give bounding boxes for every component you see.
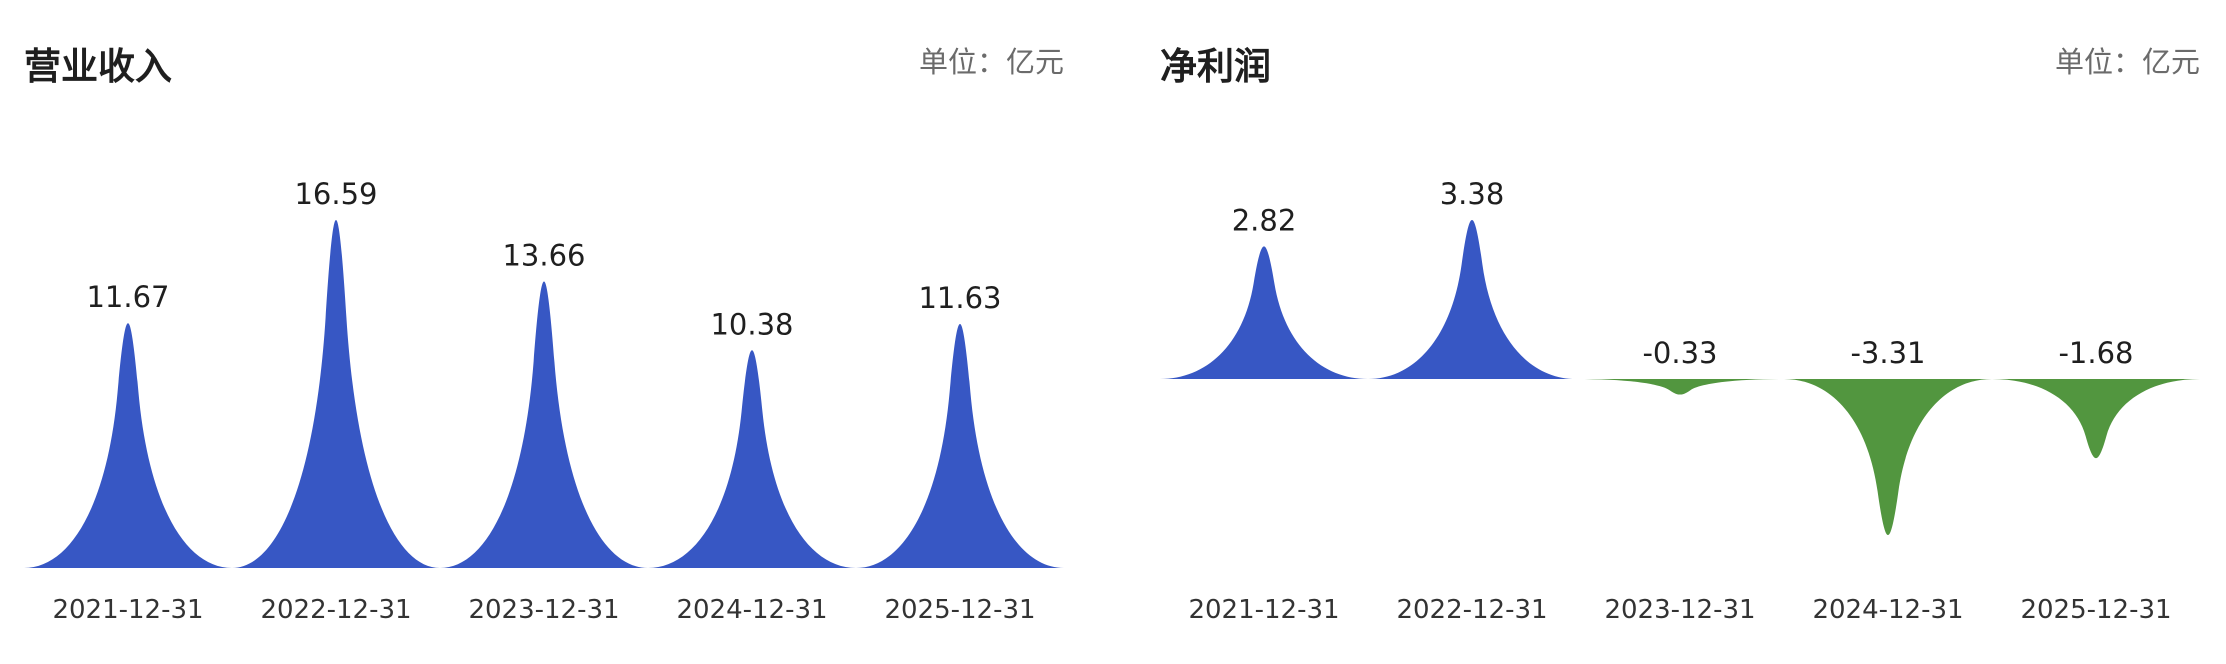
data-label: 10.38 (710, 307, 793, 341)
data-label: -3.31 (1850, 336, 1925, 370)
x-tick-label: 2022-12-31 (1396, 595, 1547, 625)
data-label: 11.63 (918, 281, 1001, 315)
revenue-chart-title: 营业收入 (24, 45, 172, 88)
x-tick-label: 2024-12-31 (676, 595, 827, 625)
data-label: 2.82 (1232, 203, 1297, 237)
net-profit-chart-plot: 2.82 2021-12-31 3.38 2022-12-31 -0.33 2023-12… (1160, 177, 2200, 625)
area-peak (1160, 246, 1368, 379)
area-peak (1368, 220, 1576, 379)
x-tick-label: 2021-12-31 (1188, 595, 1339, 625)
area-peak (440, 281, 648, 568)
net-profit-unit-label: 单位：亿元 (2054, 45, 2200, 79)
area-peak (232, 220, 440, 568)
data-label: -0.33 (1642, 336, 1717, 370)
revenue-chart-plot: 11.67 2021-12-31 16.59 2022-12-31 13.66 2023-… (24, 177, 1064, 625)
area-peak (24, 323, 232, 568)
x-tick-label: 2025-12-31 (2020, 595, 2171, 625)
x-tick-label: 2024-12-31 (1812, 595, 1963, 625)
data-label: -1.68 (2058, 336, 2133, 370)
area-peak (856, 324, 1064, 568)
x-tick-label: 2023-12-31 (468, 595, 619, 625)
data-label: 13.66 (502, 238, 585, 272)
net-profit-chart-title: 净利润 (1160, 45, 1271, 88)
data-label: 16.59 (294, 177, 377, 211)
x-tick-label: 2025-12-31 (884, 595, 1035, 625)
x-tick-label: 2021-12-31 (52, 595, 203, 625)
area-peak (1784, 379, 1992, 535)
x-tick-label: 2022-12-31 (260, 595, 411, 625)
x-tick-label: 2023-12-31 (1604, 595, 1755, 625)
revenue-unit-label: 单位：亿元 (918, 45, 1064, 79)
net-profit-chart-panel: 净利润 单位：亿元 2.82 2021-12-31 3.38 2022-12-31 -0… (1136, 0, 2226, 664)
area-peak (648, 350, 856, 568)
data-label: 3.38 (1440, 177, 1505, 211)
area-peak (1576, 379, 1784, 395)
revenue-chart-panel: 营业收入 单位：亿元 11.67 2021-12-31 16.59 2022-12-3… (0, 0, 1090, 664)
area-peak (1992, 379, 2200, 459)
data-label: 11.67 (86, 280, 169, 314)
